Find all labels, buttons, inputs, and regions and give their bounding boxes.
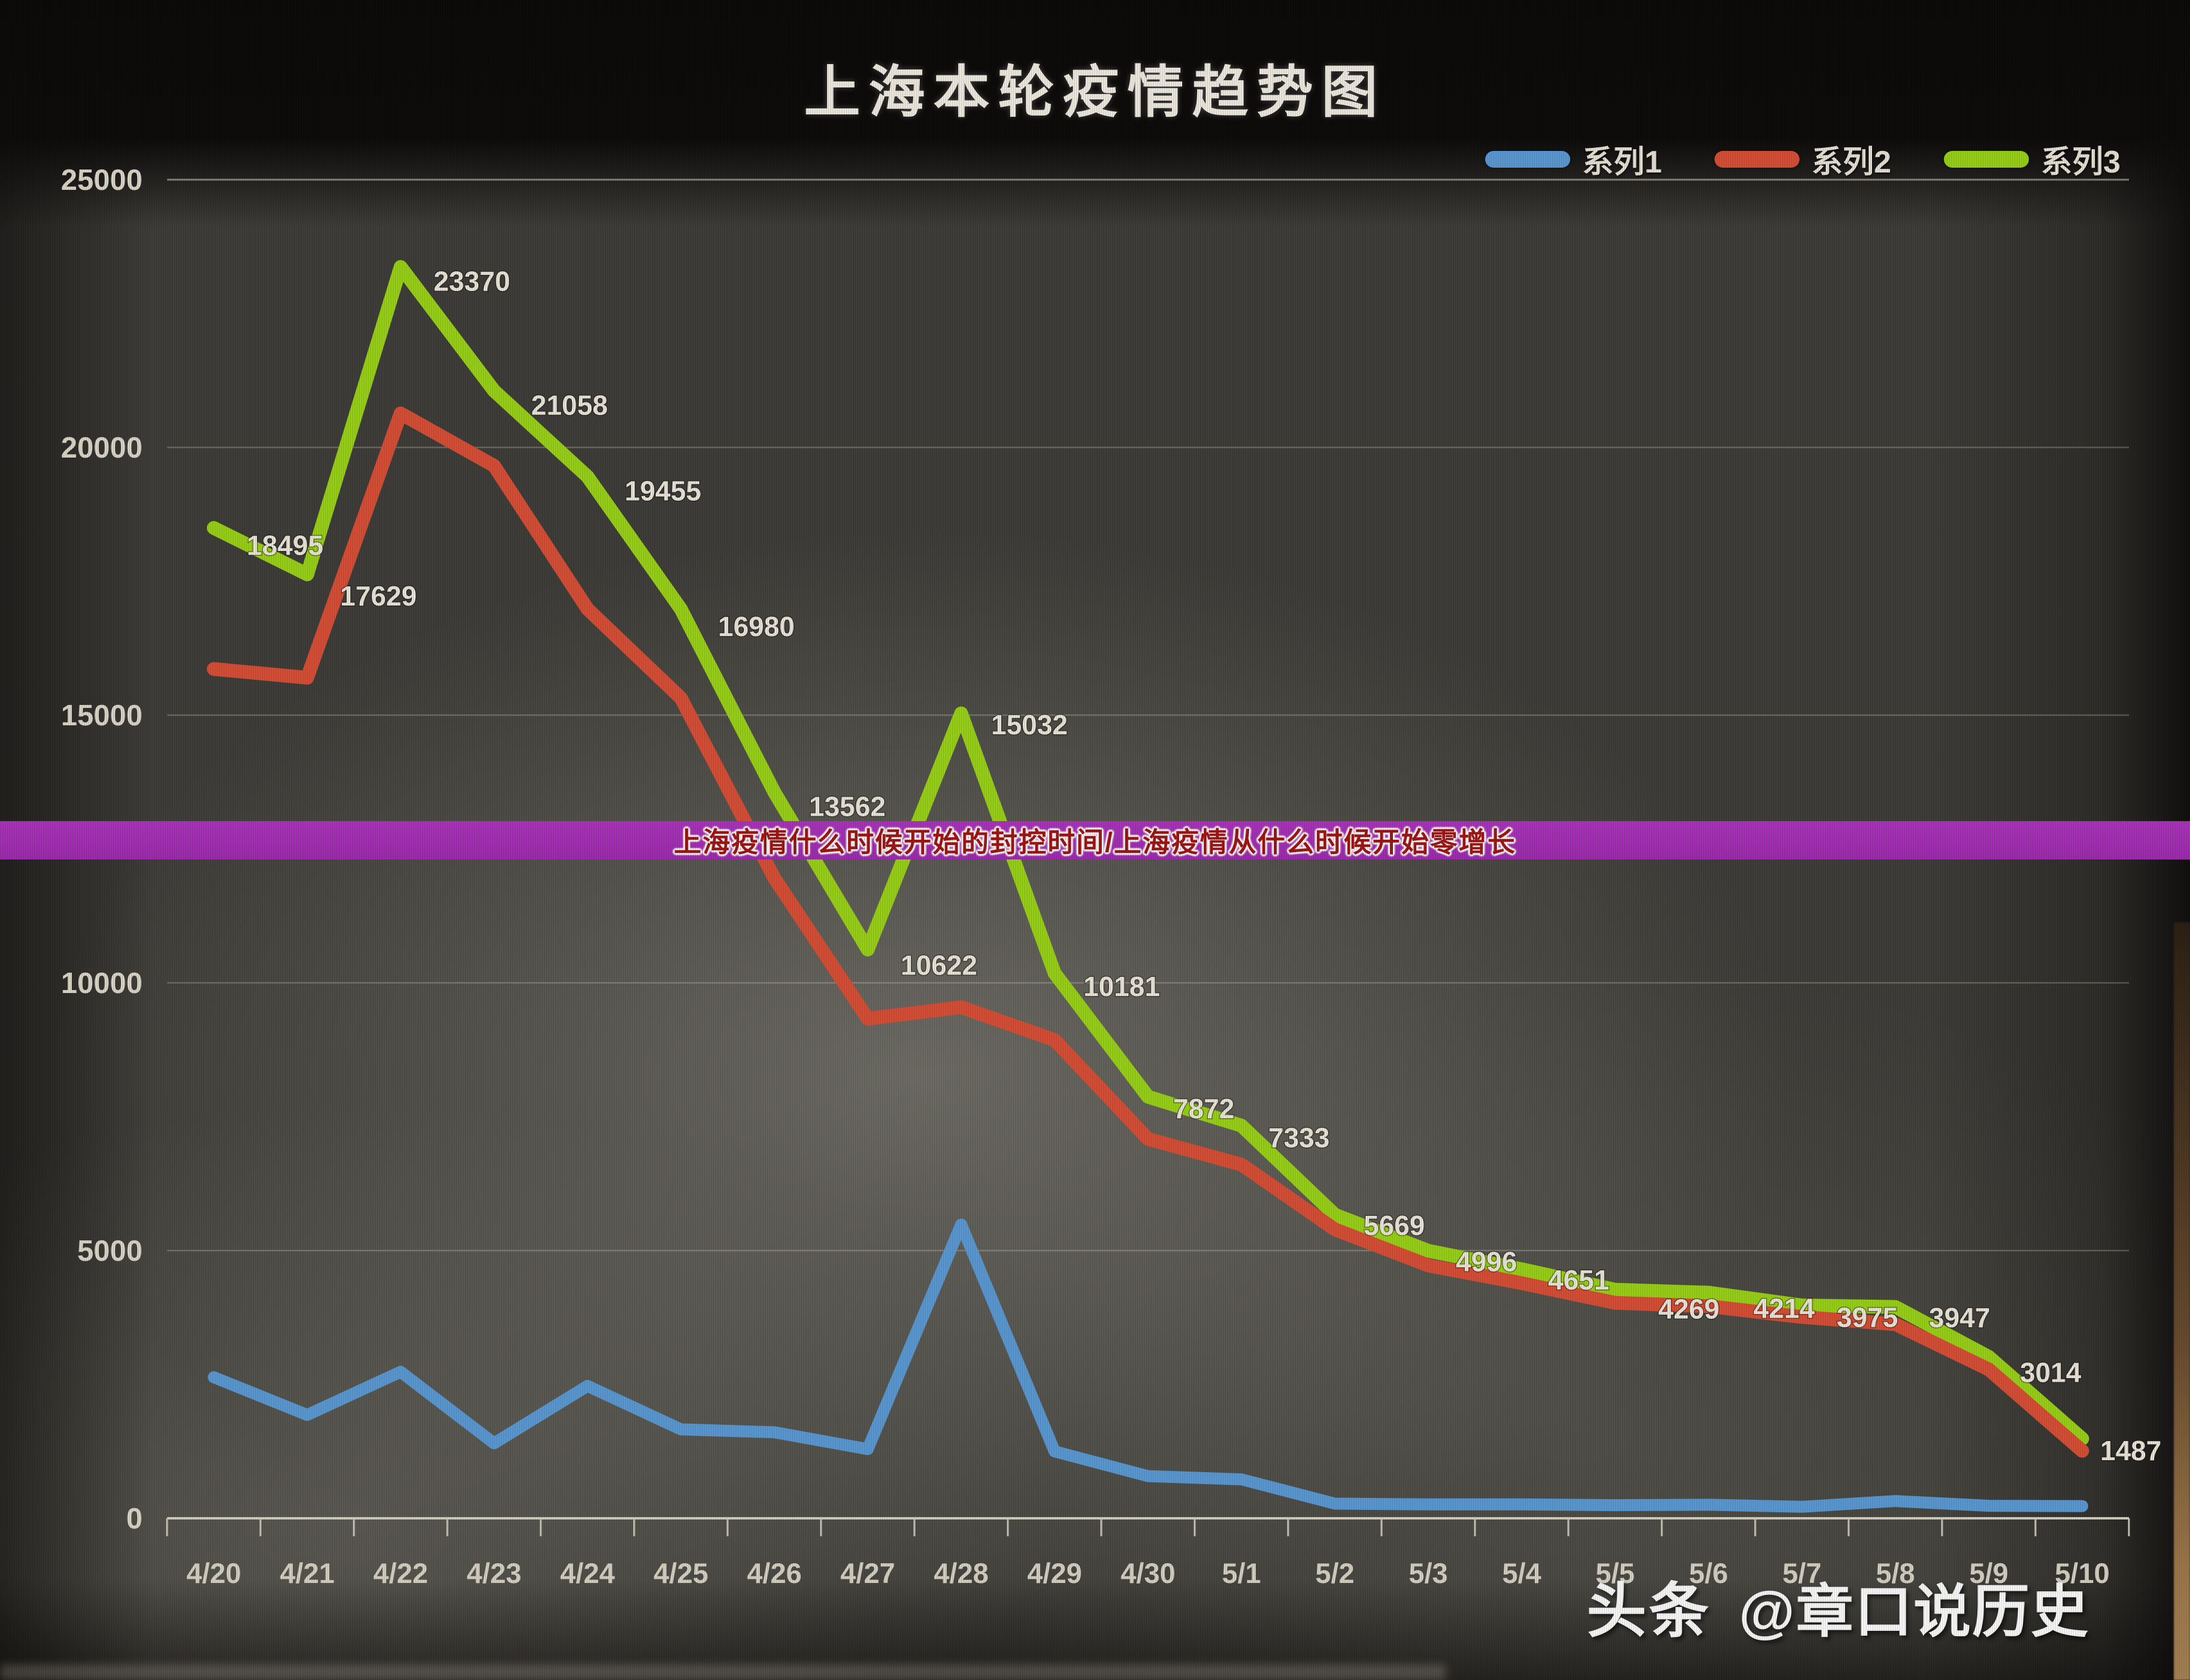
x-axis-tick-label: 5/8 xyxy=(1876,1557,1915,1589)
x-axis-tick-label: 5/6 xyxy=(1689,1557,1728,1589)
data-label: 19455 xyxy=(625,476,701,507)
legend-swatch-icon xyxy=(1485,150,1571,168)
data-label: 4651 xyxy=(1548,1264,1609,1295)
data-label: 16980 xyxy=(718,611,795,642)
data-label: 21058 xyxy=(531,389,608,420)
photo-desk-edge xyxy=(2174,922,2190,1680)
legend-item-系列1: 系列1 xyxy=(1485,137,1662,181)
x-axis-tick-label: 4/26 xyxy=(747,1557,801,1589)
x-axis-tick-label: 5/5 xyxy=(1595,1557,1634,1589)
x-axis-tick-label: 4/23 xyxy=(467,1557,521,1589)
x-axis-tick-label: 4/27 xyxy=(840,1557,895,1589)
series-line-系列2 xyxy=(207,406,2089,1458)
x-axis-tick-label: 4/29 xyxy=(1027,1557,1082,1589)
data-label: 4996 xyxy=(1456,1246,1517,1277)
watermark: 头条 @章口说历史 xyxy=(1586,1562,2089,1649)
watermark-brand: 头条 xyxy=(1586,1578,1712,1645)
x-axis-tick-label: 5/9 xyxy=(1969,1557,2008,1589)
data-label: 3947 xyxy=(1929,1302,1990,1333)
x-axis-tick-label: 4/28 xyxy=(934,1557,988,1589)
data-label: 4269 xyxy=(1658,1293,1719,1324)
y-axis-tick-label: 0 xyxy=(126,1503,143,1535)
legend-swatch-icon xyxy=(1715,150,1800,168)
data-label: 3014 xyxy=(2020,1357,2082,1388)
data-label: 1487 xyxy=(2100,1435,2161,1466)
data-label: 13562 xyxy=(809,791,886,822)
x-axis-tick-label: 4/24 xyxy=(560,1557,614,1589)
x-axis-tick-label: 4/20 xyxy=(186,1557,241,1589)
y-axis-tick-label: 20000 xyxy=(61,432,143,464)
x-axis-tick-label: 4/21 xyxy=(280,1557,334,1589)
x-axis-tick-label: 4/22 xyxy=(373,1557,428,1589)
x-axis-tick-label: 4/25 xyxy=(653,1557,708,1589)
x-axis-tick-label: 5/7 xyxy=(1782,1557,1821,1589)
screen-bezel-reflection xyxy=(0,1664,1446,1680)
x-axis-tick-label: 5/4 xyxy=(1502,1557,1541,1589)
chart-title: 上海本轮疫情趋势图 xyxy=(804,60,1386,123)
y-axis-tick-label: 5000 xyxy=(77,1235,143,1267)
legend-label: 系列3 xyxy=(2041,145,2121,180)
x-axis-tick-label: 4/30 xyxy=(1120,1557,1175,1589)
legend-item-系列2: 系列2 xyxy=(1715,137,1891,181)
legend-label: 系列1 xyxy=(1582,145,1662,180)
legend-item-系列3: 系列3 xyxy=(1944,137,2121,181)
overlay-banner-text: 上海疫情什么时候开始的封控时间/上海疫情从什么时候开始零增长 xyxy=(674,827,1516,858)
data-label: 7333 xyxy=(1268,1122,1329,1153)
watermark-handle: @章口说历史 xyxy=(1738,1580,2089,1644)
x-axis-tick-label: 5/2 xyxy=(1315,1557,1354,1589)
overlay-banner: 上海疫情什么时候开始的封控时间/上海疫情从什么时候开始零增长 xyxy=(0,821,2190,859)
data-label: 15032 xyxy=(991,709,1068,740)
data-label: 10181 xyxy=(1083,971,1160,1002)
data-label: 17629 xyxy=(340,580,417,612)
x-axis-tick-label: 5/10 xyxy=(2055,1557,2109,1589)
data-label: 23370 xyxy=(434,266,510,297)
legend-label: 系列2 xyxy=(1812,145,1892,180)
x-axis-tick-label: 5/1 xyxy=(1222,1557,1261,1589)
series-line-系列1 xyxy=(208,1218,2088,1513)
data-label: 5669 xyxy=(1364,1210,1425,1241)
x-axis-tick-label: 5/3 xyxy=(1408,1557,1447,1589)
series-line-系列3 xyxy=(207,260,2089,1446)
y-axis-tick-label: 10000 xyxy=(61,967,143,1000)
data-label: 18495 xyxy=(247,530,323,561)
data-label: 3975 xyxy=(1837,1302,1898,1333)
y-axis-tick-label: 15000 xyxy=(61,700,143,732)
data-label: 10622 xyxy=(901,949,977,980)
y-axis-tick-label: 25000 xyxy=(61,164,143,196)
chart-legend: 系列1 系列2 系列3 xyxy=(1485,137,2121,181)
legend-swatch-icon xyxy=(1944,150,2030,168)
data-label: 7872 xyxy=(1173,1093,1234,1124)
data-label: 4214 xyxy=(1753,1292,1815,1324)
